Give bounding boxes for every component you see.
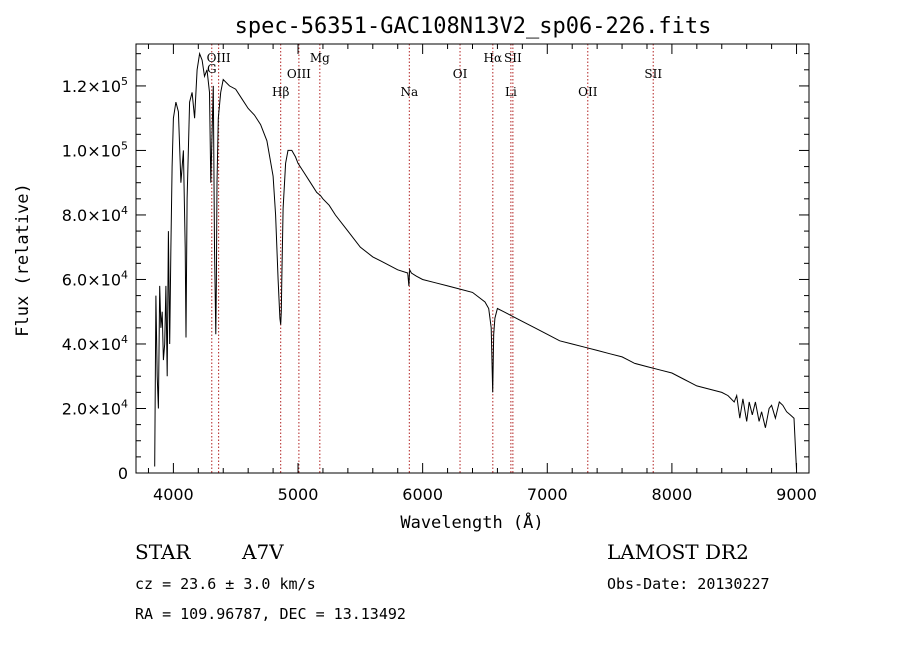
x-axis-label: Wavelength (Å)	[400, 511, 543, 533]
emission-line-label: Li	[505, 85, 517, 99]
y-tick-label: 4.0×104	[62, 333, 128, 354]
x-tick-label: 6000	[402, 485, 443, 504]
emission-line-label: G	[207, 62, 217, 76]
y-tick-exponent: 4	[121, 333, 128, 346]
y-tick-exponent: 5	[121, 75, 128, 88]
y-tick-label: 1.2×105	[62, 75, 128, 96]
x-tick-label: 8000	[652, 485, 693, 504]
y-tick-label: 0	[118, 464, 128, 483]
survey-name: LAMOST DR2	[607, 540, 749, 564]
y-tick-label: 1.0×105	[62, 139, 128, 160]
y-tick-exponent: 4	[121, 204, 128, 217]
emission-line-label: Hβ	[272, 85, 289, 99]
y-axis-label: Flux (relative)	[13, 183, 33, 337]
y-tick-mantissa: 4.0×10	[62, 335, 121, 354]
y-tick-exponent: 4	[121, 268, 128, 281]
y-axis: 02.0×1044.0×1046.0×1048.0×1041.0×1051.2×…	[62, 53, 809, 483]
y-tick-label: 8.0×104	[62, 204, 128, 225]
emission-line-label: SII	[644, 67, 662, 81]
y-tick-label: 2.0×104	[62, 397, 128, 418]
object-subclass: A7V	[241, 540, 284, 564]
emission-line-label: OIII	[287, 67, 311, 81]
emission-line-label: Na	[400, 85, 418, 99]
y-tick-mantissa: 2.0×10	[62, 399, 121, 418]
y-tick-mantissa: 1.0×10	[62, 141, 121, 160]
object-class: STAR	[135, 540, 191, 564]
y-tick-label: 6.0×104	[62, 268, 128, 289]
y-tick-exponent: 5	[121, 139, 128, 152]
emission-line-label: Hα	[484, 51, 503, 65]
y-tick-mantissa: 0	[118, 464, 128, 483]
emission-line-label: Mg	[310, 51, 330, 65]
x-tick-label: 4000	[153, 485, 194, 504]
emission-line-label: OI	[453, 67, 468, 81]
y-tick-exponent: 4	[121, 397, 128, 410]
obs-date-text: Obs-Date: 20130227	[607, 575, 770, 593]
plot-frame	[135, 43, 810, 474]
x-axis: 4000 5000 6000 7000 8000 9000	[147, 44, 817, 504]
spectrum-line	[154, 51, 797, 470]
emission-line-label: SII	[504, 51, 522, 65]
y-tick-mantissa: 1.2×10	[62, 77, 121, 96]
emission-line-markers	[211, 44, 654, 473]
y-tick-mantissa: 6.0×10	[62, 270, 121, 289]
y-tick-mantissa: 8.0×10	[62, 206, 121, 225]
emission-line-label: OII	[578, 85, 598, 99]
x-tick-label: 9000	[776, 485, 817, 504]
coords-text: RA = 109.96787, DEC = 13.13492	[135, 605, 406, 623]
x-tick-label: 7000	[527, 485, 568, 504]
x-tick-label: 5000	[278, 485, 319, 504]
redshift-text: cz = 23.6 ± 3.0 km/s	[135, 575, 316, 593]
emission-line-label: OIII	[207, 51, 231, 65]
chart-title: spec-56351-GAC108N13V2_sp06-226.fits	[235, 14, 712, 39]
